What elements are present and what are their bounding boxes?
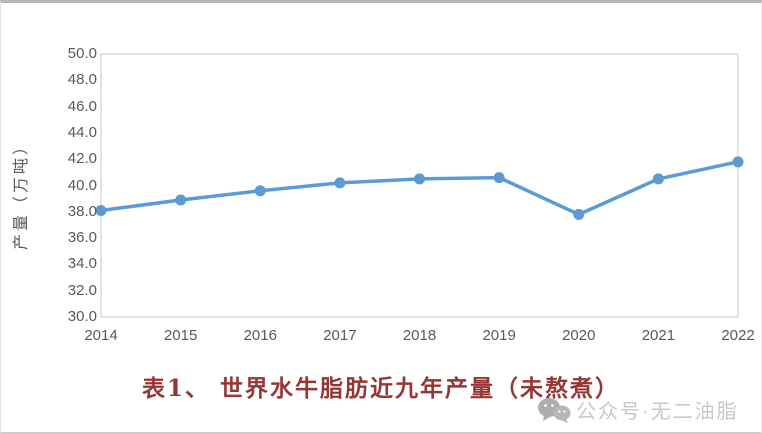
x-tick-label: 2017	[323, 327, 357, 344]
x-tick-label: 2015	[163, 327, 198, 344]
watermark-text: 公众号·无二油脂	[576, 401, 739, 423]
x-tick-label: 2022	[721, 327, 755, 344]
plot-area-border	[100, 53, 739, 318]
data-point-2021	[652, 173, 664, 185]
data-point-2017	[334, 177, 346, 189]
data-line	[99, 160, 740, 217]
data-point-2020	[573, 208, 585, 220]
watermark: 公众号·无二油脂	[537, 395, 739, 424]
y-tick-label: 36.0	[67, 229, 97, 247]
x-tick-label: 2021	[641, 327, 676, 344]
x-tick-label: 2020	[562, 327, 596, 344]
data-point-2018	[414, 173, 425, 185]
y-tick-label: 34.0	[67, 255, 97, 273]
y-tick-label: 30.0	[67, 308, 97, 325]
x-tick-label: 2018	[402, 327, 437, 344]
y-tick-label: 40.0	[67, 176, 97, 194]
y-tick-label: 44.0	[67, 123, 97, 141]
y-tick-label: 46.0	[67, 97, 97, 115]
data-point-2014	[95, 204, 107, 216]
line-chart-plot	[95, 53, 744, 318]
data-point-2015	[175, 194, 187, 206]
chart-title: 表1、 世界水牛脂肪近九年产量（未熬煮）	[141, 375, 620, 402]
y-tick-label: 38.0	[67, 202, 97, 220]
y-tick-label: 42.0	[67, 150, 97, 168]
wechat-icon	[537, 397, 571, 423]
y-axis-title: 产量（万吨）	[11, 136, 30, 251]
data-point-2016	[254, 185, 266, 197]
x-tick-label: 2016	[243, 327, 277, 344]
y-tick-label: 50.0	[67, 45, 97, 62]
x-tick-label: 2019	[482, 327, 516, 344]
y-tick-label: 48.0	[67, 71, 97, 89]
x-tick-label: 2014	[84, 327, 118, 344]
data-point-2019	[493, 172, 505, 184]
y-tick-label: 32.0	[67, 281, 97, 299]
data-point-2022	[732, 156, 744, 168]
